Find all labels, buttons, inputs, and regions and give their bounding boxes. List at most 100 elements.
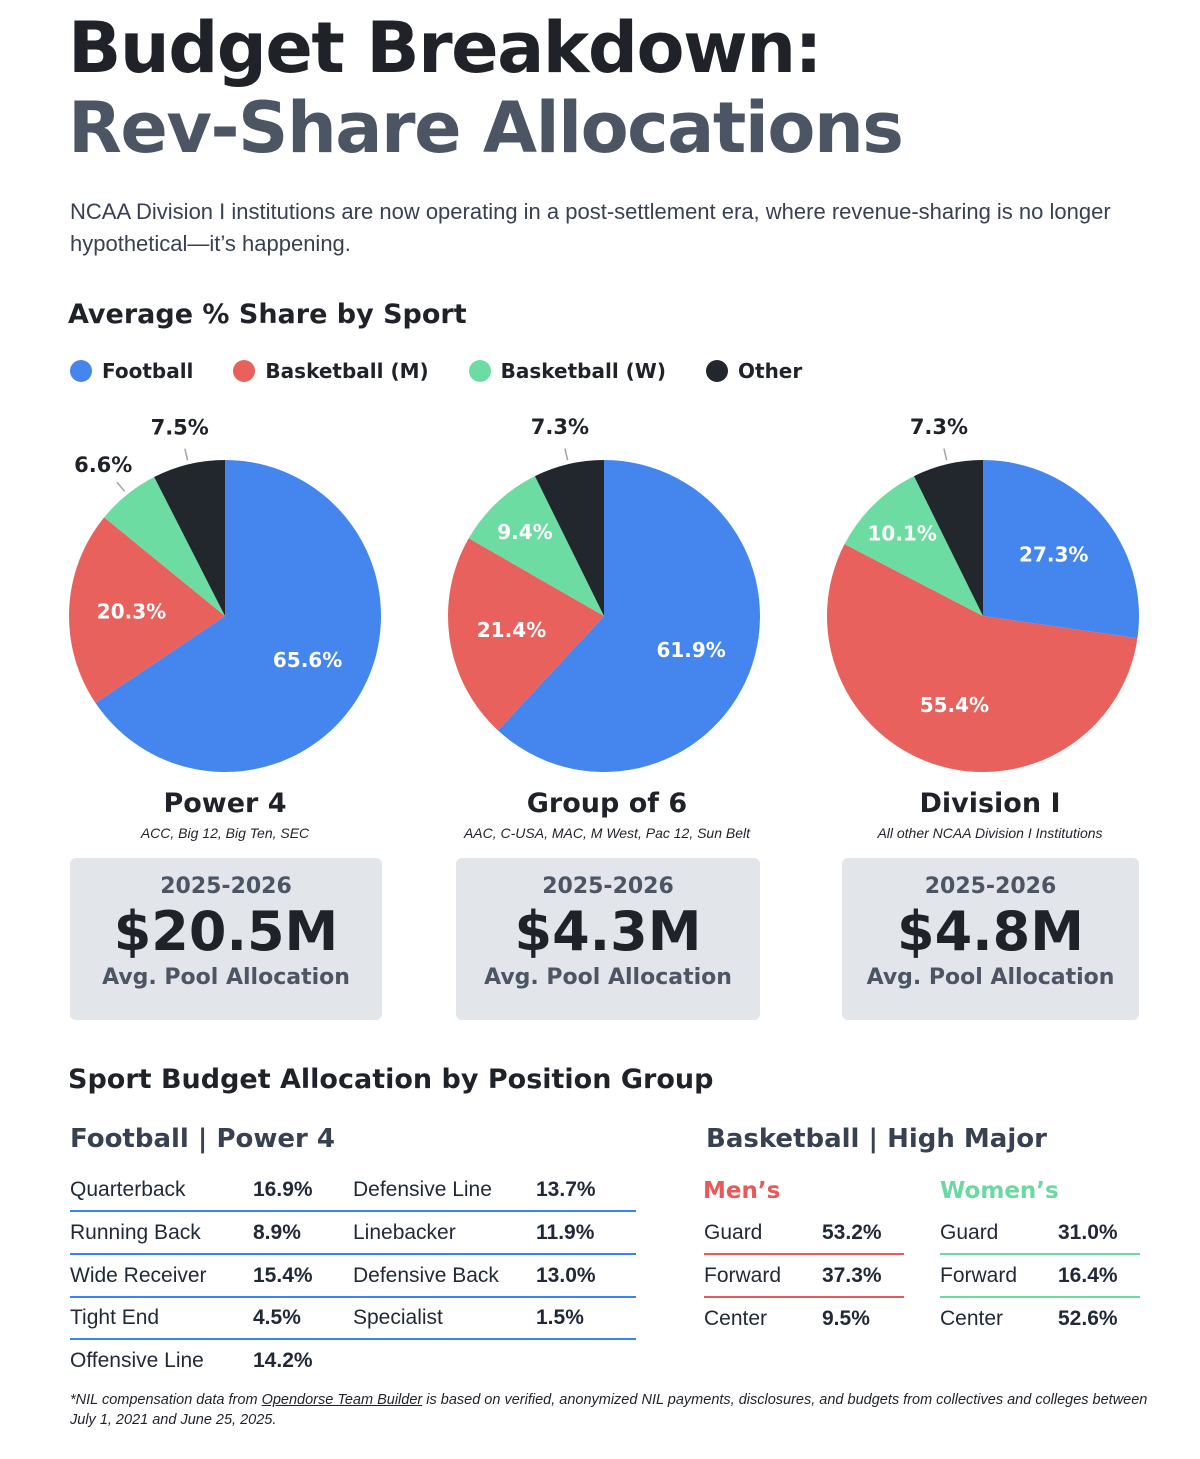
pie-subtitle-power-4: ACC, Big 12, Big Ten, SEC	[140, 825, 310, 841]
footnote-suffix: is based on verified, anonymized NIL pay…	[70, 1392, 1148, 1428]
pie-charts: 65.6% 20.3% 6.6% 7.5% 61.9% 21.4% 9.4% 7.3% 27.3…	[69, 415, 1139, 772]
legend-swatch	[233, 360, 256, 382]
position-name: Wide Receiver	[70, 1263, 207, 1287]
legend-label: Football	[102, 359, 194, 383]
table-row: Specialist 1.5%	[353, 1297, 636, 1340]
position-value: 9.5%	[822, 1306, 870, 1330]
position-name: Offensive Line	[70, 1348, 204, 1372]
pie-slice-basketball-w	[104, 477, 225, 616]
table-row: Tight End 4.5%	[70, 1297, 353, 1340]
card-amount: $20.5M	[113, 900, 339, 963]
pie-title-division-i: Division I	[919, 788, 1061, 819]
card-label: Avg. Pool Allocation	[484, 965, 732, 990]
legend-label: Other	[738, 359, 803, 383]
footnote-link[interactable]: Opendorse Team Builder	[261, 1392, 423, 1408]
position-value: 14.2%	[253, 1348, 313, 1372]
position-name: Forward	[940, 1263, 1018, 1287]
position-value: 53.2%	[822, 1220, 882, 1244]
pie-slice-basketball-m	[69, 517, 225, 703]
position-value: 13.0%	[536, 1263, 596, 1287]
legend: Football Basketball (M) Basketball (W) O…	[70, 359, 842, 383]
table-row: Quarterback 16.9%	[70, 1169, 353, 1212]
pie-data-label: 7.3%	[531, 415, 589, 439]
position-value: 31.0%	[1058, 1220, 1118, 1244]
legend-swatch	[468, 360, 491, 382]
legend-item-football: Football	[70, 359, 193, 383]
table-row: Center 9.5%	[704, 1297, 904, 1340]
intro-text: NCAA Division I institutions are now ope…	[70, 199, 1111, 256]
pie-slice-football	[497, 460, 760, 772]
allocation-card-power-4: 2025-2026 $20.5M Avg. Pool Allocation	[70, 858, 382, 1020]
pie-label-leader	[564, 448, 569, 461]
pie-label-leader	[184, 448, 189, 461]
table-row: Center 52.6%	[940, 1297, 1140, 1340]
position-name: Center	[940, 1306, 1004, 1330]
legend-label: Basketball (W)	[500, 359, 666, 383]
position-name: Forward	[704, 1263, 782, 1287]
legend-label: Basketball (M)	[265, 359, 429, 383]
pie-data-label: 10.1%	[868, 522, 937, 546]
position-value: 11.9%	[536, 1220, 595, 1244]
position-name: Quarterback	[70, 1177, 186, 1201]
card-year: 2025-2026	[924, 874, 1057, 899]
table-row: Guard 31.0%	[940, 1212, 1140, 1255]
card-amount: $4.3M	[514, 900, 702, 963]
table-row: Forward 37.3%	[704, 1255, 904, 1298]
table-row: Wide Receiver 15.4%	[70, 1255, 353, 1298]
card-label: Avg. Pool Allocation	[102, 965, 350, 990]
card-amount: $4.8M	[897, 900, 1084, 963]
position-name: Guard	[704, 1220, 763, 1244]
position-value: 8.9%	[253, 1220, 301, 1244]
pie-title-power-4: Power 4	[163, 788, 287, 819]
pie-data-label: 27.3%	[1019, 543, 1088, 567]
position-name: Guard	[940, 1220, 999, 1244]
pie-data-label: 21.4%	[477, 618, 546, 642]
pie-slice-football	[983, 460, 1139, 639]
position-name: Center	[704, 1306, 768, 1330]
table-row: Defensive Back 13.0%	[353, 1255, 636, 1298]
position-value: 37.3%	[822, 1263, 882, 1287]
pie-title-group-of-6: Group of 6	[526, 788, 688, 819]
position-name: Specialist	[353, 1305, 443, 1329]
position-value: 15.4%	[253, 1263, 313, 1287]
allocation-card-group-of-6: 2025-2026 $4.3M Avg. Pool Allocation	[456, 858, 760, 1020]
position-value: 52.6%	[1058, 1306, 1118, 1330]
legend-swatch	[706, 360, 728, 382]
title-line-2: Rev-Share Allocations	[68, 87, 904, 169]
share-heading: Average % Share by Sport	[68, 299, 467, 330]
table-row: Running Back 8.9%	[70, 1212, 353, 1255]
position-value: 13.7%	[536, 1177, 596, 1201]
page-title: Budget Breakdown: Rev-Share Allocations	[68, 7, 904, 169]
footnote: *NIL compensation data from Opendorse Te…	[70, 1390, 1160, 1430]
card-label: Avg. Pool Allocation	[866, 965, 1115, 990]
pie-slice-football	[95, 460, 382, 772]
legend-item-basketball-m: Basketball (M)	[233, 359, 429, 383]
position-value: 4.5%	[253, 1305, 301, 1329]
position-heading: Sport Budget Allocation by Position Grou…	[68, 1064, 714, 1095]
pie-data-label: 65.6%	[273, 648, 342, 672]
footnote-prefix: *NIL compensation data from	[70, 1392, 262, 1408]
position-value: 16.9%	[253, 1177, 313, 1201]
position-value: 16.4%	[1058, 1263, 1118, 1287]
card-year: 2025-2026	[160, 874, 292, 899]
mens-heading: Men’s	[703, 1178, 781, 1204]
pie-label-leader	[943, 448, 948, 461]
pie-subtitle-division-i: All other NCAA Division I Institutions	[877, 825, 1103, 841]
table-row: Offensive Line 14.2%	[70, 1339, 353, 1382]
allocation-card-division-i: 2025-2026 $4.8M Avg. Pool Allocation	[842, 858, 1139, 1020]
basketball-heading: Basketball | High Major	[706, 1124, 1047, 1154]
position-name: Defensive Line	[353, 1177, 492, 1201]
position-value: 1.5%	[536, 1305, 584, 1329]
pie-data-label: 55.4%	[920, 693, 989, 717]
pie-subtitle-group-of-6: AAC, C-USA, MAC, M West, Pac 12, Sun Bel…	[463, 825, 751, 841]
pie-slice-basketball-w	[844, 476, 983, 616]
table-row: Guard 53.2%	[704, 1212, 904, 1255]
football-heading: Football | Power 4	[70, 1124, 335, 1154]
position-name: Defensive Back	[353, 1263, 499, 1287]
pie-data-label: 6.6%	[74, 453, 132, 477]
position-name: Tight End	[70, 1305, 160, 1329]
table-row: Defensive Line 13.7%	[353, 1169, 636, 1212]
pie-data-label: 7.5%	[151, 415, 209, 439]
title-line-1: Budget Breakdown:	[68, 7, 823, 89]
card-year: 2025-2026	[542, 874, 674, 899]
